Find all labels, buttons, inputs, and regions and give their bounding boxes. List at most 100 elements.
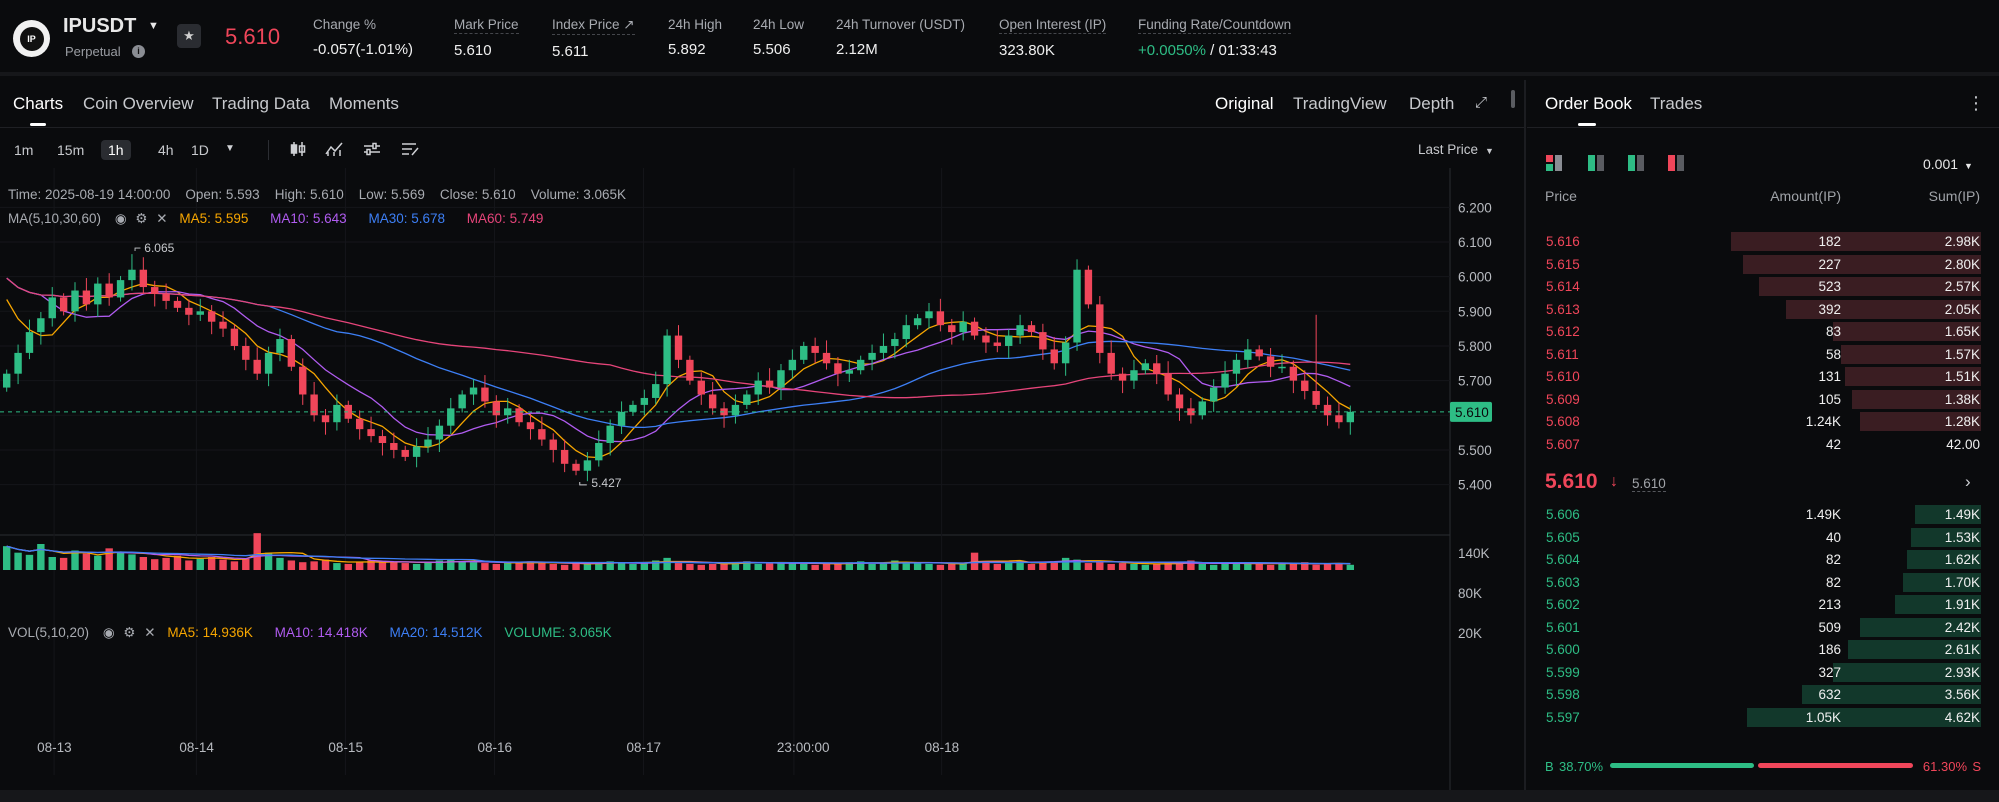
- bid-row[interactable]: 5.606 1.49K 1.49K: [1527, 503, 1999, 525]
- bid-row[interactable]: 5.602 213 1.91K: [1527, 593, 1999, 615]
- panel-divider[interactable]: [1524, 80, 1526, 802]
- ma-legend: MA(5,10,30,60) ◉ ⚙ ✕ MA5: 5.595 MA10: 5.…: [8, 211, 544, 226]
- order-amount: 83: [1825, 324, 1841, 339]
- tab-charts[interactable]: Charts: [13, 94, 64, 126]
- volume-bar: [25, 554, 34, 570]
- indicators-icon[interactable]: [324, 140, 344, 158]
- visibility-eye-icon[interactable]: ◉: [114, 211, 127, 226]
- volume-bar: [549, 563, 557, 570]
- mid-price-row[interactable]: 5.610 ↓ 5.610 ›: [1545, 470, 1971, 493]
- candle-body: [242, 345, 250, 360]
- candle-body: [59, 297, 68, 312]
- candle-body: [253, 359, 261, 374]
- timeframe-1h[interactable]: 1h: [101, 140, 131, 160]
- order-sum: 1.28K: [1944, 414, 1980, 429]
- volume-bar: [458, 561, 466, 570]
- volume-bar: [822, 563, 831, 570]
- candle-body: [128, 269, 136, 281]
- bid-row[interactable]: 5.603 82 1.70K: [1527, 571, 1999, 593]
- volume-bar: [993, 563, 1002, 570]
- close-icon[interactable]: ✕: [156, 211, 168, 226]
- ask-row[interactable]: 5.609 105 1.38K: [1527, 388, 1999, 410]
- ask-row[interactable]: 5.612 83 1.65K: [1527, 320, 1999, 342]
- candle-body: [196, 311, 204, 315]
- volume-bar: [1061, 557, 1070, 570]
- vol-settings-icon[interactable]: ⚙: [123, 625, 136, 640]
- view-both-icon[interactable]: [1545, 154, 1563, 172]
- bid-row[interactable]: 5.605 40 1.53K: [1527, 526, 1999, 548]
- ma30-label: MA30: 5.678: [368, 211, 446, 226]
- funding-countdown: / 01:33:43: [1205, 42, 1277, 59]
- ask-row[interactable]: 5.615 227 2.80K: [1527, 253, 1999, 275]
- bid-row[interactable]: 5.599 327 2.93K: [1527, 661, 1999, 683]
- ask-row[interactable]: 5.613 392 2.05K: [1527, 298, 1999, 320]
- tick-size-selector[interactable]: 0.001 ▼: [1923, 156, 1973, 172]
- fullscreen-icon[interactable]: ⤢: [1475, 94, 1488, 111]
- stat-index-price[interactable]: Index Price ↗ 5.611: [552, 17, 635, 60]
- panel-resize-handle[interactable]: [1511, 90, 1515, 108]
- tab-moments[interactable]: Moments: [329, 94, 399, 113]
- bid-row[interactable]: 5.601 509 2.42K: [1527, 616, 1999, 638]
- favorite-star-icon[interactable]: ★: [177, 24, 201, 48]
- current-price-tag: 5.610: [1455, 405, 1489, 420]
- candle-body: [1016, 325, 1024, 336]
- more-options-icon[interactable]: ⋮: [1967, 93, 1985, 113]
- bid-row[interactable]: 5.597 1.05K 4.62K: [1527, 706, 1999, 728]
- ask-row[interactable]: 5.611 58 1.57K: [1527, 343, 1999, 365]
- view-split-icon[interactable]: [1627, 154, 1645, 172]
- volume-bar: [1084, 563, 1093, 570]
- timeframe-dropdown-icon[interactable]: ▼: [225, 143, 235, 154]
- view-depth[interactable]: Depth: [1409, 94, 1455, 113]
- view-tradingview[interactable]: TradingView: [1293, 94, 1387, 113]
- caret-down-icon[interactable]: ▼: [148, 20, 159, 32]
- vol-close-icon[interactable]: ✕: [144, 625, 156, 640]
- stat-funding-rate[interactable]: Funding Rate/Countdown +0.0050% / 01:33:…: [1138, 17, 1292, 59]
- info-icon[interactable]: i: [132, 45, 145, 58]
- candle-body: [207, 311, 216, 322]
- candlestick-chart[interactable]: 6.2006.1006.0005.9005.8005.7005.6005.500…: [0, 80, 1524, 790]
- volume-axis-label: 140K: [1458, 546, 1490, 561]
- tab-trading-data[interactable]: Trading Data: [212, 94, 310, 113]
- ask-row[interactable]: 5.616 182 2.98K: [1527, 230, 1999, 252]
- stat-open-interest[interactable]: Open Interest (IP) 323.80K: [999, 17, 1107, 59]
- candle-body: [151, 287, 159, 294]
- ma60-line: [6, 277, 1351, 399]
- order-amount: 1.05K: [1805, 709, 1841, 725]
- view-original[interactable]: Original: [1215, 94, 1274, 113]
- ask-row[interactable]: 5.610 131 1.51K: [1527, 365, 1999, 387]
- vol-visibility-eye-icon[interactable]: ◉: [102, 625, 115, 640]
- chevron-right-icon[interactable]: ›: [1965, 472, 1971, 491]
- ask-row[interactable]: 5.614 523 2.57K: [1527, 275, 1999, 297]
- volume-bar: [139, 557, 148, 570]
- bid-row[interactable]: 5.598 632 3.56K: [1527, 683, 1999, 705]
- symbol-selector[interactable]: IPUSDT: [63, 15, 137, 37]
- volume-bar: [82, 553, 91, 570]
- tab-coin-overview[interactable]: Coin Overview: [83, 94, 194, 113]
- volume-bar: [788, 563, 797, 570]
- ask-row[interactable]: 5.607 42 42.00: [1527, 433, 1999, 455]
- depth-bar: [1747, 707, 1981, 727]
- order-price: 5.603: [1546, 574, 1580, 590]
- tab-order-book[interactable]: Order Book: [1545, 94, 1632, 126]
- bid-row[interactable]: 5.600 186 2.61K: [1527, 638, 1999, 660]
- timeframe-15m[interactable]: 15m: [57, 142, 85, 158]
- tab-trades[interactable]: Trades: [1650, 94, 1703, 113]
- settings-icon[interactable]: ⚙: [135, 211, 148, 226]
- candle-type-icon[interactable]: [288, 140, 308, 158]
- timeframe-1d[interactable]: 1D: [191, 142, 209, 158]
- price-type-selector[interactable]: Last Price ▼: [1418, 142, 1494, 157]
- view-asks-icon[interactable]: [1667, 154, 1685, 172]
- timeframe-1m[interactable]: 1m: [14, 142, 34, 158]
- mark-price: 5.610: [1632, 476, 1666, 492]
- volume-bar: [469, 562, 478, 570]
- bid-row[interactable]: 5.604 82 1.62K: [1527, 548, 1999, 570]
- candle-body: [617, 411, 626, 426]
- view-bids-icon[interactable]: [1587, 154, 1605, 172]
- candle-body: [37, 318, 45, 333]
- stat-mark-price[interactable]: Mark Price 5.610: [454, 17, 519, 59]
- timeframe-4h[interactable]: 4h: [158, 142, 174, 158]
- volume-bar: [982, 562, 990, 570]
- settings-sliders-icon[interactable]: [362, 140, 382, 158]
- ask-row[interactable]: 5.608 1.24K 1.28K: [1527, 410, 1999, 432]
- drawing-tools-icon[interactable]: [400, 140, 420, 158]
